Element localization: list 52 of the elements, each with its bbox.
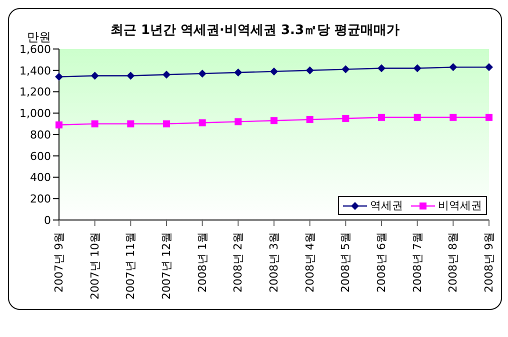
legend-label: 역세권 [369, 198, 403, 213]
y-tick-label: 800 [30, 128, 51, 142]
x-tick-label: 2008년 1월 [196, 232, 209, 292]
point [56, 121, 62, 128]
point [234, 118, 242, 126]
point [486, 114, 492, 121]
point [198, 70, 206, 78]
x-tick-label: 2007년 11월 [124, 232, 138, 300]
x-tick-label: 2007년 12월 [160, 232, 173, 300]
x-tick-label: 2008년 8월 [446, 232, 460, 292]
x-tick-label: 2008년 7월 [410, 232, 424, 292]
point [449, 63, 458, 72]
y-tick-label: 600 [30, 150, 51, 163]
point [413, 64, 422, 72]
x-tick-label: 2008년 5월 [339, 232, 352, 292]
x-tick-label: 2007년 9월 [52, 232, 66, 292]
point [126, 72, 135, 80]
point [306, 66, 314, 74]
x-tick-label: 2008년 9월 [482, 232, 496, 292]
point [91, 120, 98, 128]
y-tick-label: 0 [44, 214, 51, 227]
y-tick-label: 1,600 [20, 42, 51, 56]
legend-label: 비역세권 [437, 198, 482, 213]
point [342, 114, 350, 122]
x-tick-label: 2008년 6월 [375, 232, 388, 292]
point [414, 114, 421, 121]
y-axis-title: 만원 [27, 29, 51, 44]
chart-title: 최근 1년간 역세권·비역세권 3.3㎡당 평균매매가 [110, 23, 400, 38]
point [55, 72, 63, 81]
x-tick-label: 2008년 4월 [303, 232, 316, 292]
y-tick-label: 1,000 [20, 107, 51, 120]
y-tick-label: 200 [30, 192, 51, 206]
point [90, 72, 99, 80]
point [306, 116, 314, 124]
point [234, 68, 242, 77]
point [378, 64, 386, 72]
point [198, 119, 206, 126]
point [450, 114, 457, 121]
y-tick-label: 1,400 [20, 64, 51, 78]
point [127, 120, 134, 128]
y-tick-label: 400 [30, 171, 51, 184]
point [270, 67, 278, 76]
x-tick-label: 2008년 2월 [232, 232, 245, 292]
point [163, 120, 170, 128]
y-tick-label: 1,200 [20, 86, 51, 99]
point [270, 117, 278, 124]
point [342, 65, 350, 74]
point [485, 63, 493, 72]
point [162, 70, 170, 79]
x-tick-label: 2007년 10월 [88, 232, 102, 300]
point [378, 114, 385, 121]
x-tick-label: 2008년 3월 [268, 232, 280, 292]
